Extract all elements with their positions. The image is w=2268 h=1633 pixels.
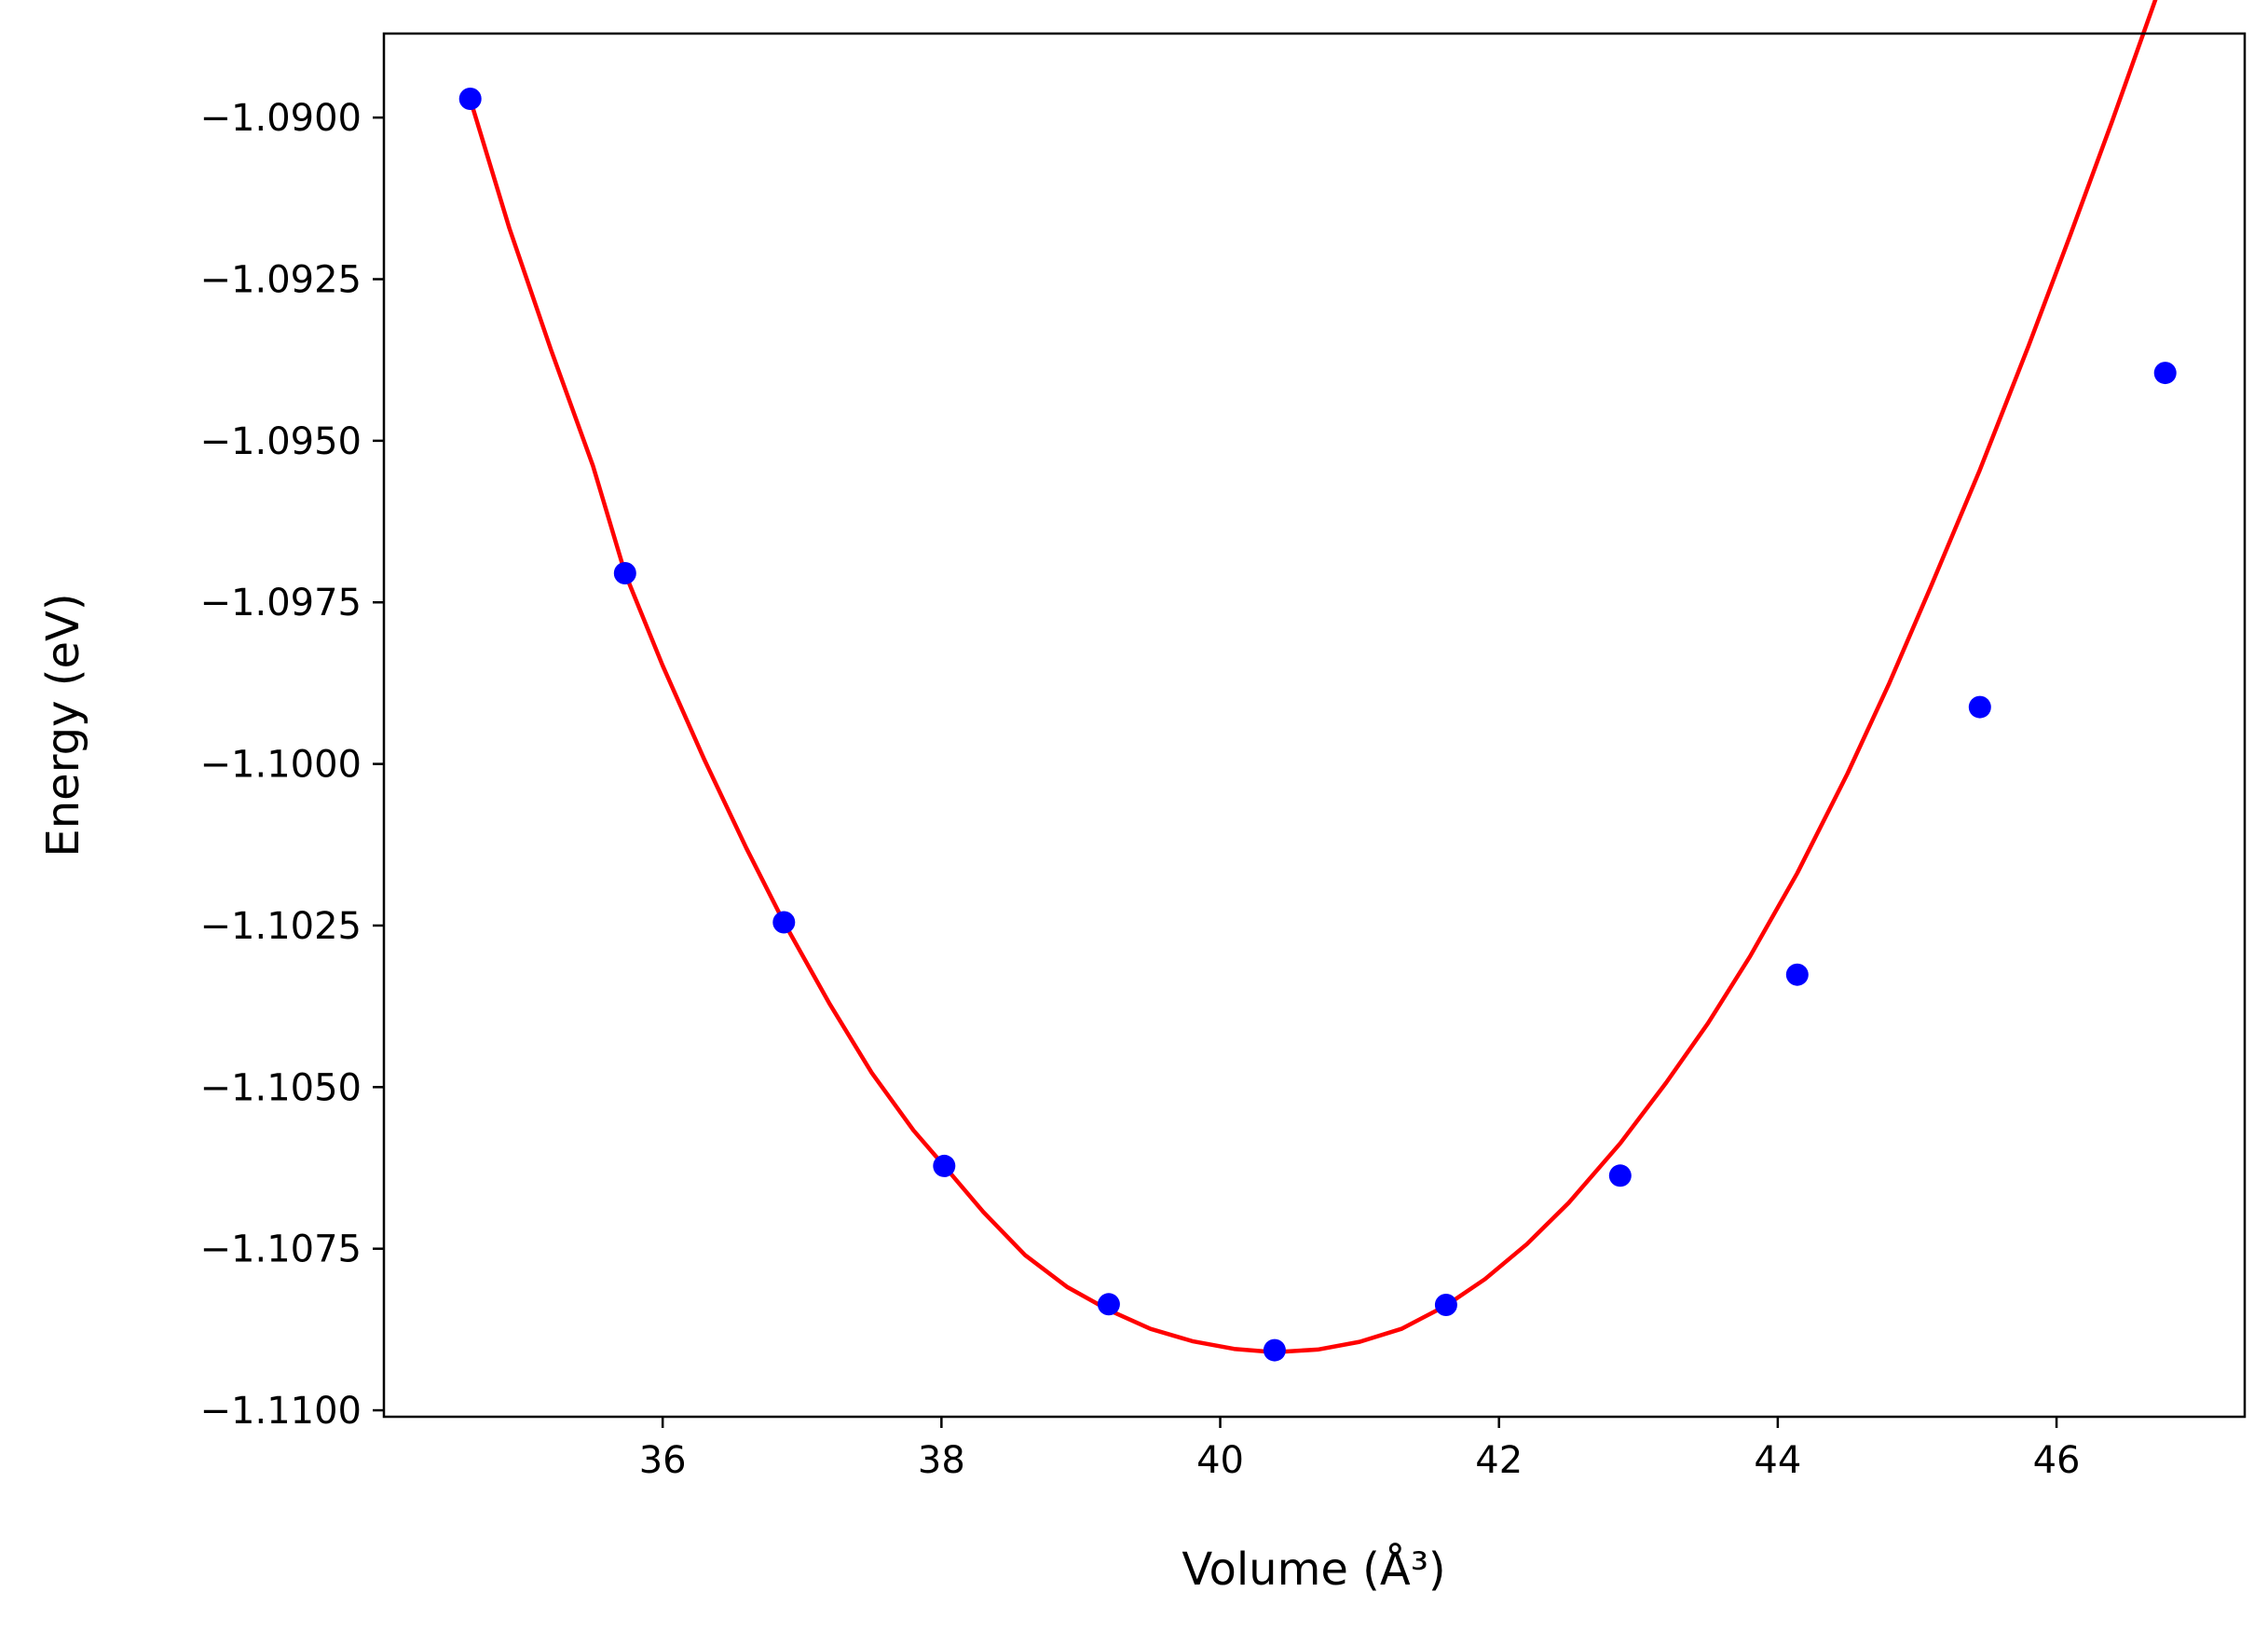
y-tick-label: −1.1050: [200, 1066, 362, 1109]
plot-area: [384, 34, 2245, 1417]
x-tick-label: 46: [2033, 1439, 2081, 1482]
x-tick-label: 38: [918, 1439, 965, 1482]
x-tick-label: 42: [1475, 1439, 1523, 1482]
plot-frame: [382, 32, 2247, 1419]
data-point: [1434, 1294, 1457, 1316]
data-point: [2153, 362, 2177, 385]
data-point: [1785, 963, 1809, 986]
y-tick-label: −1.1075: [200, 1228, 362, 1271]
y-axis-label: Energy (eV): [37, 593, 89, 857]
x-axis-label: Volume (Å³): [1182, 1543, 1445, 1596]
y-tick-label: −1.0925: [200, 259, 362, 302]
data-point: [1263, 1338, 1286, 1362]
y-tick-label: −1.0950: [200, 420, 362, 463]
y-tick-label: −1.1100: [200, 1390, 362, 1433]
y-tick-label: −1.0975: [200, 582, 362, 624]
data-point: [772, 911, 796, 934]
data-marks: [458, 0, 2177, 1362]
x-tick-label: 44: [1754, 1439, 1801, 1482]
x-axis-ticks: 36 38 40 42 44 46: [639, 1417, 2081, 1482]
data-point: [613, 562, 636, 584]
y-tick-label: −1.0900: [200, 97, 362, 140]
data-point: [458, 88, 482, 110]
data-point: [1097, 1293, 1120, 1316]
x-tick-label: 40: [1196, 1439, 1244, 1482]
data-point: [1968, 695, 1991, 719]
data-point: [933, 1154, 956, 1177]
x-tick-label: 36: [639, 1439, 687, 1482]
y-axis-ticks: −1.0900 −1.0925 −1.0950 −1.0975 −1.1000 −1.10…: [200, 97, 384, 1433]
y-tick-label: −1.1025: [200, 905, 362, 948]
data-point: [1608, 1164, 1632, 1187]
y-tick-label: −1.1000: [200, 744, 362, 787]
